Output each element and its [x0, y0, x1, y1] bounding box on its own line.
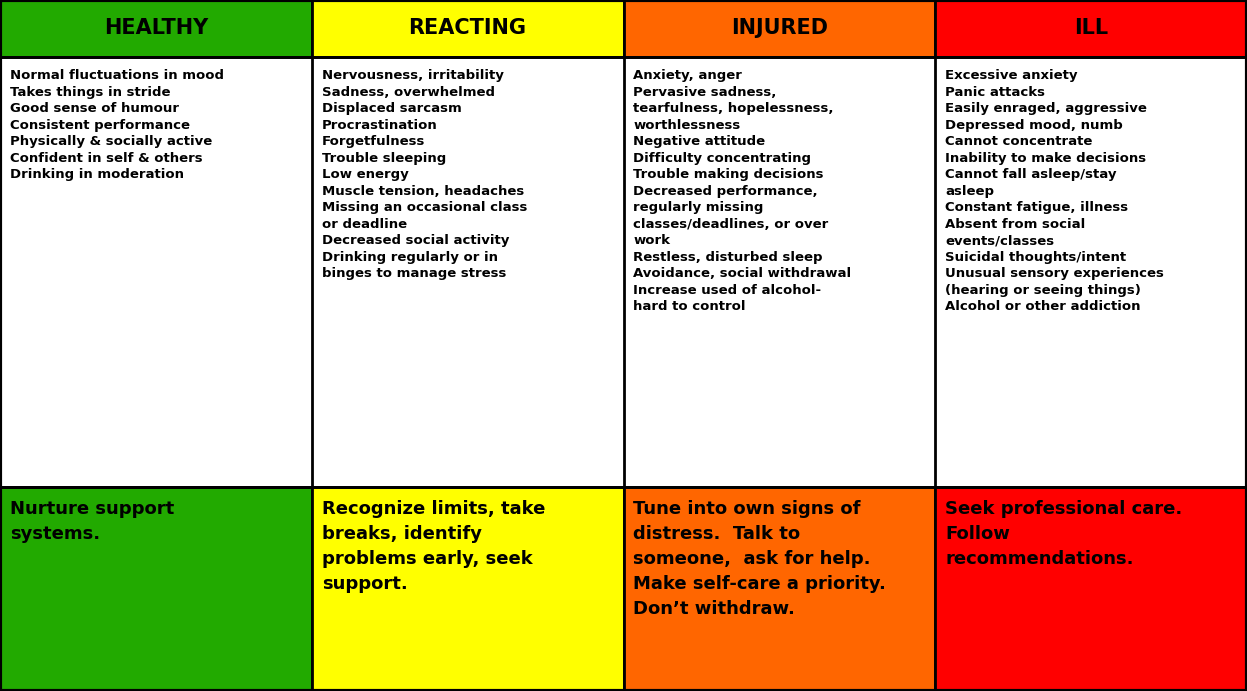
Text: Normal fluctuations in mood
Takes things in stride
Good sense of humour
Consiste: Normal fluctuations in mood Takes things… — [10, 69, 224, 181]
Bar — [935, 487, 1247, 691]
Bar — [312, 487, 624, 691]
Text: Seek professional care.
Follow
recommendations.: Seek professional care. Follow recommend… — [945, 500, 1182, 567]
Text: Anxiety, anger
Pervasive sadness,
tearfulness, hopelessness,
worthlessness
Negat: Anxiety, anger Pervasive sadness, tearfu… — [633, 69, 852, 313]
Text: ILL: ILL — [1074, 19, 1109, 38]
Text: INJURED: INJURED — [731, 19, 828, 38]
Text: Tune into own signs of
distress.  Talk to
someone,  ask for help.
Make self-care: Tune into own signs of distress. Talk to… — [633, 500, 887, 618]
Bar — [0, 0, 312, 57]
Bar — [0, 57, 1247, 487]
Bar — [624, 0, 935, 57]
Text: Nervousness, irritability
Sadness, overwhelmed
Displaced sarcasm
Procrastination: Nervousness, irritability Sadness, overw… — [322, 69, 527, 280]
Text: Nurture support
systems.: Nurture support systems. — [10, 500, 175, 542]
Text: REACTING: REACTING — [409, 19, 526, 38]
Text: Excessive anxiety
Panic attacks
Easily enraged, aggressive
Depressed mood, numb
: Excessive anxiety Panic attacks Easily e… — [945, 69, 1165, 313]
Bar — [624, 487, 935, 691]
Bar — [935, 0, 1247, 57]
Bar — [0, 487, 312, 691]
Bar — [312, 0, 624, 57]
Text: Recognize limits, take
breaks, identify
problems early, seek
support.: Recognize limits, take breaks, identify … — [322, 500, 545, 593]
Text: HEALTHY: HEALTHY — [104, 19, 208, 38]
